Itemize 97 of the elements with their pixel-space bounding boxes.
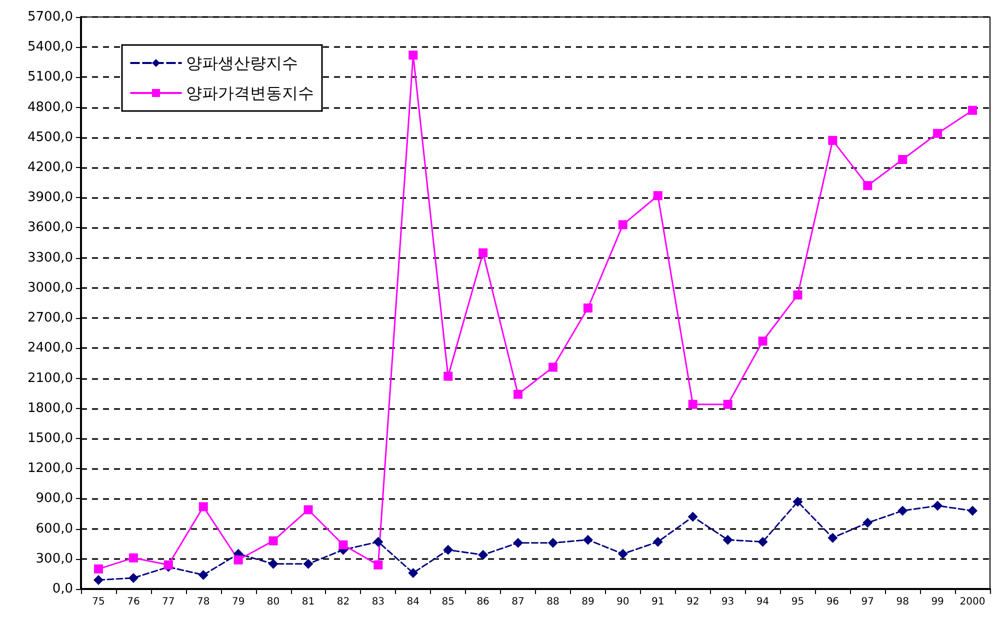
x-tick-label: 77 xyxy=(162,596,175,608)
y-tick-label: 3300,0 xyxy=(28,250,73,266)
point xyxy=(828,136,838,145)
x-tick-label: 78 xyxy=(197,596,210,608)
point xyxy=(128,572,138,583)
x-tick-label: 81 xyxy=(302,596,315,608)
x-tick-label: 75 xyxy=(92,596,105,608)
point xyxy=(198,570,208,580)
x-tick-label: 79 xyxy=(232,596,245,608)
y-tick-label: 1500,0 xyxy=(28,430,73,446)
y-tick-label: 2700,0 xyxy=(28,310,73,326)
point xyxy=(792,496,803,507)
point xyxy=(128,553,138,562)
point xyxy=(164,560,173,570)
x-tick-label: 92 xyxy=(686,596,700,608)
x-tick-label: 90 xyxy=(616,596,630,608)
y-tick-label: 1800,0 xyxy=(28,400,73,416)
point xyxy=(373,536,384,547)
y-tick-label: 2400,0 xyxy=(28,340,73,356)
y-tick-label: 2100,0 xyxy=(28,370,73,386)
x-tick-label: 83 xyxy=(372,596,385,608)
x-tick-label: 76 xyxy=(127,596,140,608)
point xyxy=(513,538,524,548)
y-tick-label: 600,0 xyxy=(36,521,73,536)
point xyxy=(933,128,942,138)
x-tick-label: 86 xyxy=(476,596,490,608)
point xyxy=(268,536,278,546)
x-tick-label: 93 xyxy=(721,596,734,608)
point xyxy=(478,248,488,258)
x-tick-label: 82 xyxy=(336,596,350,608)
x-tick-label: 99 xyxy=(931,596,944,608)
legend-label: 양파생산량지수 xyxy=(186,54,298,72)
point xyxy=(582,534,593,545)
point xyxy=(234,555,243,564)
x-tick-label: 97 xyxy=(861,596,874,608)
point xyxy=(93,574,104,585)
point xyxy=(898,155,908,164)
y-tick-label: 900,0 xyxy=(36,491,73,506)
point xyxy=(723,400,732,409)
point xyxy=(618,548,628,559)
x-tick-label: 96 xyxy=(826,596,840,608)
point xyxy=(618,220,628,230)
point xyxy=(408,568,418,578)
point xyxy=(793,290,802,300)
point xyxy=(408,50,418,60)
y-tick-label: 3900,0 xyxy=(28,190,73,206)
x-tick-label: 84 xyxy=(406,596,420,608)
point xyxy=(268,558,278,569)
point xyxy=(968,506,978,516)
point xyxy=(898,506,908,516)
y-tick-label: 5700,0 xyxy=(28,10,73,24)
y-tick-label: 3600,0 xyxy=(28,220,73,236)
x-tick-label: 87 xyxy=(512,596,524,608)
y-tick-label: 3000,0 xyxy=(28,280,73,296)
point xyxy=(968,106,978,115)
point xyxy=(688,400,698,409)
x-tick-label: 91 xyxy=(652,596,664,608)
x-tick-label: 80 xyxy=(266,596,280,608)
y-tick-label: 4500,0 xyxy=(28,130,73,145)
point xyxy=(444,372,453,381)
point xyxy=(828,532,838,543)
y-tick-label: 4800,0 xyxy=(28,100,73,115)
point xyxy=(304,505,313,514)
point xyxy=(338,540,348,550)
point xyxy=(478,550,488,560)
x-tick-label: 94 xyxy=(756,596,770,608)
point xyxy=(758,336,768,346)
point xyxy=(548,362,558,372)
point xyxy=(652,536,663,547)
point xyxy=(303,558,314,569)
point xyxy=(863,181,872,190)
x-tick-label: 88 xyxy=(546,596,560,608)
x-tick-label: 2000 xyxy=(960,596,986,608)
point xyxy=(443,544,454,555)
x-tick-label: 89 xyxy=(582,596,594,608)
point xyxy=(548,538,558,548)
y-tick-label: 5400,0 xyxy=(28,40,73,55)
point xyxy=(374,560,383,570)
point xyxy=(932,500,943,511)
point xyxy=(688,512,698,522)
x-tick-label: 85 xyxy=(442,596,454,608)
point xyxy=(514,390,523,399)
point xyxy=(653,191,662,200)
y-tick-label: 4200,0 xyxy=(28,160,73,176)
x-tick-label: 98 xyxy=(896,596,909,608)
point xyxy=(722,534,733,545)
point xyxy=(862,518,873,528)
point xyxy=(583,304,592,313)
y-tick-label: 300,0 xyxy=(36,551,73,566)
y-tick-label: 0,0 xyxy=(52,582,73,596)
point xyxy=(198,502,208,512)
y-tick-label: 5100,0 xyxy=(28,70,73,85)
point xyxy=(94,564,103,574)
x-tick-label: 95 xyxy=(791,596,804,608)
legend-label: 양파가격변동지수 xyxy=(186,84,314,102)
y-tick-label: 1200,0 xyxy=(28,461,73,476)
point xyxy=(758,536,768,547)
